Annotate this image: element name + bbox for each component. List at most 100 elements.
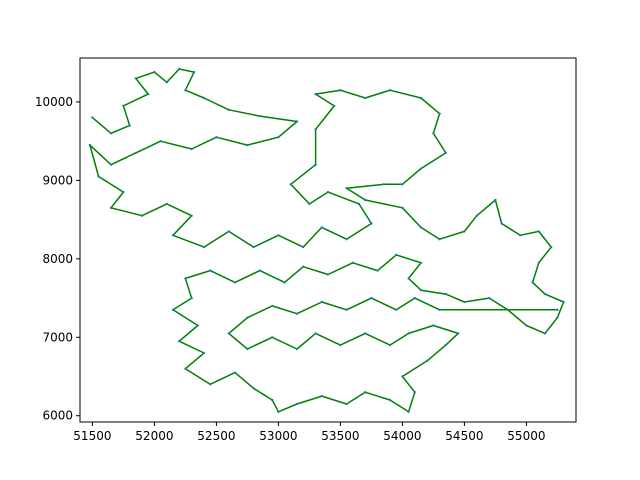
city-point — [190, 147, 193, 151]
city-point — [370, 296, 373, 300]
city-point — [364, 332, 367, 335]
city-point — [233, 371, 237, 374]
city-point — [184, 89, 187, 92]
city-point — [184, 367, 187, 370]
city-point — [345, 402, 348, 406]
city-point — [550, 245, 553, 249]
city-point — [295, 402, 299, 406]
city-point — [320, 300, 323, 304]
city-point — [227, 332, 230, 335]
city-point — [302, 245, 305, 249]
city-point — [388, 89, 392, 92]
city-point — [364, 391, 367, 394]
city-point — [252, 387, 255, 390]
city-point — [314, 128, 317, 131]
city-point — [128, 124, 131, 127]
city-point — [413, 296, 416, 300]
city-point — [525, 324, 528, 327]
city-point — [488, 296, 491, 300]
city-point — [438, 112, 441, 115]
city-point — [314, 92, 317, 96]
x-tick-label: 53500 — [321, 429, 359, 443]
city-point — [178, 67, 181, 71]
city-point — [432, 132, 435, 135]
city-point — [426, 359, 429, 362]
city-point — [407, 410, 410, 413]
city-point — [153, 70, 156, 74]
city-point — [506, 308, 509, 311]
city-point — [444, 151, 447, 155]
x-tick-label: 54000 — [383, 429, 421, 443]
city-point — [407, 332, 410, 335]
city-point — [159, 140, 162, 143]
city-point — [364, 198, 367, 202]
city-point — [531, 281, 534, 284]
city-point — [320, 394, 323, 398]
city-point — [190, 214, 193, 217]
city-point — [165, 202, 168, 206]
city-point — [395, 308, 398, 311]
city-point — [457, 332, 460, 335]
city-point — [246, 347, 249, 351]
city-point — [432, 324, 435, 327]
city-point — [444, 343, 447, 347]
city-point — [258, 269, 261, 272]
city-point — [419, 261, 423, 264]
city-point — [333, 104, 336, 108]
city-point — [271, 336, 274, 339]
city-point — [357, 202, 361, 206]
city-point — [277, 234, 280, 237]
city-point — [413, 391, 416, 394]
x-tick-label: 54500 — [445, 429, 483, 443]
city-point — [209, 383, 212, 386]
city-point — [209, 269, 212, 272]
city-point — [252, 245, 255, 249]
city-point — [295, 347, 299, 351]
city-point — [395, 253, 398, 257]
city-point — [345, 187, 348, 190]
city-point — [171, 234, 175, 237]
city-point — [339, 343, 342, 347]
city-point — [308, 202, 311, 206]
city-point — [215, 136, 218, 139]
y-tick-label: 9000 — [42, 173, 73, 187]
city-point — [271, 304, 274, 308]
city-point — [184, 277, 187, 280]
x-tick-label: 52500 — [197, 429, 235, 443]
city-point — [326, 273, 330, 276]
city-point — [302, 265, 305, 268]
city-point — [295, 312, 299, 315]
x-tick-label: 52000 — [135, 429, 173, 443]
city-point — [364, 96, 367, 100]
city-point — [227, 108, 230, 112]
y-tick-label: 7000 — [42, 330, 73, 344]
city-point — [283, 281, 286, 284]
city-point — [314, 163, 317, 166]
city-point — [196, 324, 199, 327]
city-point — [246, 143, 249, 147]
x-tick-label: 51500 — [73, 429, 111, 443]
city-point — [202, 351, 206, 355]
city-point — [165, 81, 168, 84]
city-point — [388, 343, 392, 347]
city-point — [134, 151, 137, 155]
city-point — [519, 234, 522, 237]
city-point — [320, 226, 323, 229]
y-tick-label: 6000 — [42, 409, 73, 423]
city-point — [382, 183, 385, 186]
city-point — [233, 281, 237, 284]
tour-route-series — [88, 67, 565, 413]
city-point — [407, 277, 410, 280]
x-tick-label: 55000 — [507, 429, 545, 443]
city-point — [438, 238, 441, 241]
city-point — [537, 230, 540, 233]
x-tick-label: 53000 — [259, 429, 297, 443]
tour-route-line — [89, 68, 565, 413]
city-point — [339, 89, 342, 92]
city-point — [258, 114, 261, 118]
city-point — [537, 261, 540, 264]
city-point — [500, 222, 503, 225]
city-point — [190, 296, 193, 300]
city-point — [556, 308, 559, 311]
